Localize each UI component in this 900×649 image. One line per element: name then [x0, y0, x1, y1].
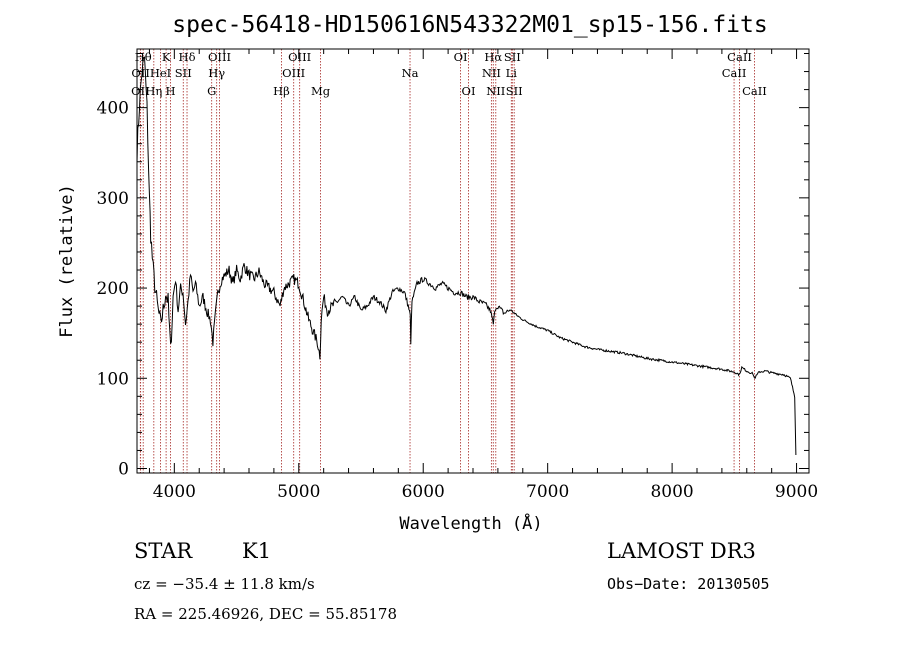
line-label-13: OIII [282, 66, 305, 80]
x-tick-label-9000: 9000 [775, 482, 818, 502]
spectrum-line [136, 56, 797, 456]
line-label-5: K [162, 50, 171, 64]
line-label-11: Hγ [208, 66, 225, 80]
line-label-17: OI [454, 50, 468, 64]
y-axis-label: Flux (relative) [57, 184, 77, 338]
x-tick-label-4000: 4000 [153, 482, 196, 502]
plot-frame [136, 48, 810, 474]
line-label-9: G [207, 84, 216, 98]
line-label-7: SII [175, 66, 192, 80]
line-markers [139, 49, 755, 473]
line-label-6: H [165, 84, 175, 98]
line-label-27: CaII [742, 84, 767, 98]
line-label-21: NII [486, 84, 505, 98]
y-axis-ticks: 0 100 200 300 400 [97, 53, 809, 479]
line-label-26: CaII [727, 50, 752, 64]
line-label-16: Na [402, 66, 419, 80]
line-label-12: Hβ [273, 84, 290, 98]
object-class: STAR [134, 539, 193, 563]
survey-name: LAMOST DR3 [607, 539, 756, 563]
line-label-2: OII [131, 66, 150, 80]
chart-title: spec-56418-HD150616N543322M01_sp15-156.f… [172, 12, 767, 38]
redshift-cz: cz = −35.4 ± 11.8 km/s [134, 575, 315, 593]
y-tick-label-0: 0 [118, 459, 129, 479]
line-label-20: Hα [484, 50, 502, 64]
line-label-4: HeI [150, 66, 171, 80]
line-label-23: Li [506, 66, 518, 80]
line-label-8: Hδ [179, 50, 196, 64]
line-label-10: OIII [208, 50, 231, 64]
line-label-14: OIII [288, 50, 311, 64]
y-tick-label-200: 200 [97, 279, 129, 299]
line-label-25: CaII [722, 66, 747, 80]
observation-date: Obs−Date: 20130505 [607, 575, 770, 593]
y-tick-label-100: 100 [97, 369, 129, 389]
line-label-22: SII [504, 50, 521, 64]
x-axis-ticks: 4000 5000 6000 7000 8000 9000 [148, 49, 818, 502]
x-axis-label: Wavelength (Å) [399, 512, 542, 534]
line-label-18: OI [462, 84, 476, 98]
y-tick-label-400: 400 [97, 99, 129, 119]
line-label-19: NII [482, 66, 501, 80]
y-tick-label-300: 300 [97, 189, 129, 209]
object-subclass: K1 [242, 539, 271, 563]
line-label-15: Mg [311, 84, 331, 98]
x-tick-label-5000: 5000 [277, 482, 320, 502]
line-label-24: SII [506, 84, 523, 98]
line-labels: OIIHθOIIHηHeIKHSIIHδGOIIIHγHβOIIIOIIIMgN… [131, 50, 767, 98]
line-label-3: Hη [145, 84, 162, 98]
x-tick-label-7000: 7000 [526, 482, 569, 502]
sky-coordinates: RA = 225.46926, DEC = 55.85178 [134, 605, 397, 623]
x-tick-label-6000: 6000 [402, 482, 445, 502]
x-tick-label-8000: 8000 [650, 482, 693, 502]
